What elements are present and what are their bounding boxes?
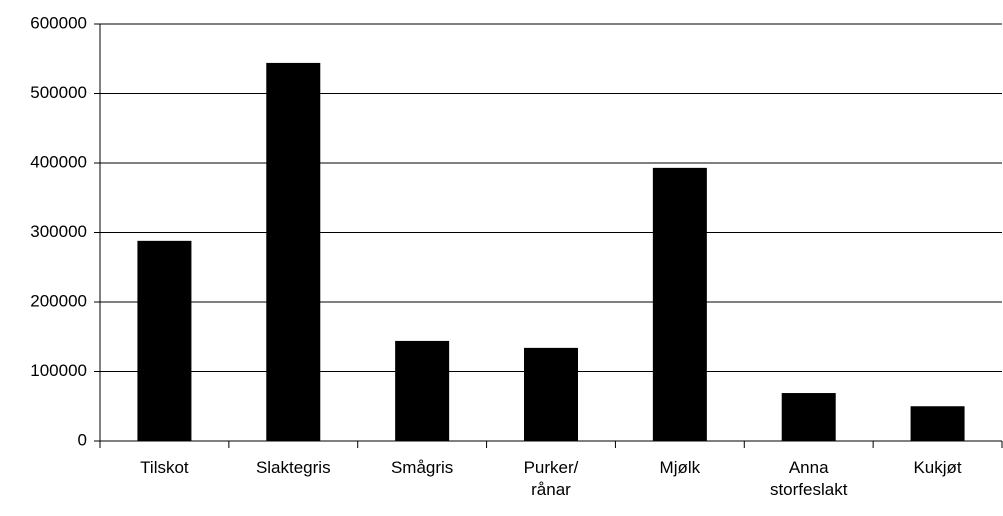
- x-tick-label: Mjølk: [659, 458, 701, 477]
- bar: [137, 240, 192, 441]
- y-tick-label: 400000: [30, 152, 87, 171]
- y-tick-label: 0: [78, 430, 87, 449]
- x-tick-label: Anna storfeslakt: [769, 458, 848, 499]
- y-tick-label: 500000: [30, 83, 87, 102]
- x-tick-label: Purker/ rånar: [523, 458, 579, 499]
- bar: [266, 62, 321, 442]
- bar: [524, 347, 578, 441]
- y-tick-label: 300000: [30, 222, 87, 241]
- x-tick-label: Tilskot: [140, 458, 189, 477]
- bar: [652, 167, 707, 442]
- y-tick-label: 600000: [30, 13, 87, 32]
- bar: [781, 393, 836, 441]
- bar: [395, 340, 450, 441]
- x-tick-label: Kukjøt: [913, 458, 962, 477]
- bar: [910, 406, 965, 441]
- x-tick-label: Smågris: [390, 458, 454, 477]
- x-tick-label: Slaktegris: [255, 458, 331, 477]
- y-tick-label: 100000: [30, 361, 87, 380]
- y-tick-label: 200000: [30, 291, 87, 310]
